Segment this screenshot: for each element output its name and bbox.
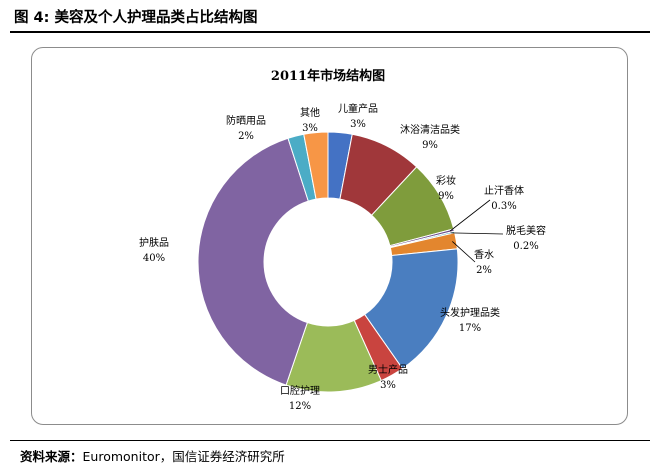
donut-slice — [197, 137, 309, 386]
slice-value-label: 3% — [302, 123, 318, 134]
slice-name-label: 香水 — [474, 249, 494, 261]
slice-value-label: 2% — [476, 265, 492, 276]
leader-lines — [449, 199, 504, 263]
slice-value-label: 0.2% — [513, 241, 538, 252]
bottom-rule — [10, 440, 650, 441]
slice-name-label: 防晒用品 — [226, 114, 266, 127]
slice-name-label: 护肤品 — [139, 236, 169, 249]
chart-title: 2011年市场结构图 — [271, 68, 385, 84]
leader-line — [449, 199, 491, 232]
slice-name-label: 沐浴清洁品类 — [400, 123, 460, 136]
slice-value-label: 9% — [438, 191, 454, 202]
slice-value-label: 3% — [380, 380, 396, 391]
slice-value-label: 0.3% — [491, 201, 516, 212]
source-text: Euromonitor，国信证券经济研究所 — [82, 449, 285, 464]
donut-slices — [197, 131, 459, 393]
slice-value-label: 40% — [143, 253, 165, 264]
slice-value-label: 9% — [422, 140, 438, 151]
leader-line — [450, 232, 504, 235]
slice-value-label: 2% — [238, 131, 254, 142]
slice-name-label: 头发护理品类 — [440, 306, 500, 319]
slice-value-label: 3% — [350, 119, 366, 130]
slice-value-label: 12% — [289, 401, 311, 412]
figure-caption: 图 4: 美容及个人护理品类占比结构图 — [14, 10, 258, 26]
slice-name-label: 儿童产品 — [338, 102, 378, 115]
leader-line — [452, 241, 476, 263]
slice-value-label: 17% — [459, 323, 481, 334]
slice-name-label: 脱毛美容 — [506, 224, 546, 237]
slice-name-label: 止汗香体 — [484, 184, 524, 197]
slice-name-label: 其他 — [300, 106, 320, 119]
slice-labels: 儿童产品 3% 沐浴清洁品类 9% 彩妆 9% 止汗香体 0.3% 脱毛美容 0.2% 香水 2% 头发… — [139, 102, 546, 412]
top-rule — [10, 31, 650, 33]
slice-name-label: 男士产品 — [368, 363, 408, 376]
source-label: 资料来源： — [20, 449, 83, 464]
slice-name-label: 口腔护理 — [280, 384, 320, 397]
source-note: 资料来源：Euromonitor，国信证券经济研究所 — [20, 446, 285, 465]
slice-name-label: 彩妆 — [436, 174, 456, 187]
donut-slice — [303, 131, 329, 200]
